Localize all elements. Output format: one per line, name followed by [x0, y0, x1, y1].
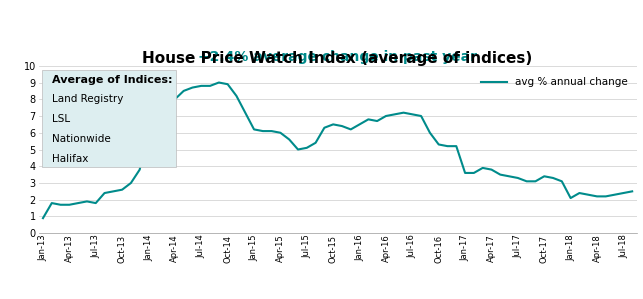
FancyBboxPatch shape [42, 70, 176, 167]
Title: House Price Watch Index (average of indices): House Price Watch Index (average of indi… [143, 51, 532, 66]
Text: Average of Indices:: Average of Indices: [51, 75, 172, 85]
Text: Halifax: Halifax [51, 154, 88, 164]
Text: Land Registry: Land Registry [51, 94, 123, 104]
Text: LSL: LSL [51, 114, 70, 123]
Text: +2.4% average change in past year: +2.4% average change in past year [198, 50, 477, 64]
Text: Nationwide: Nationwide [51, 134, 111, 144]
Legend: avg % annual change: avg % annual change [478, 74, 631, 91]
